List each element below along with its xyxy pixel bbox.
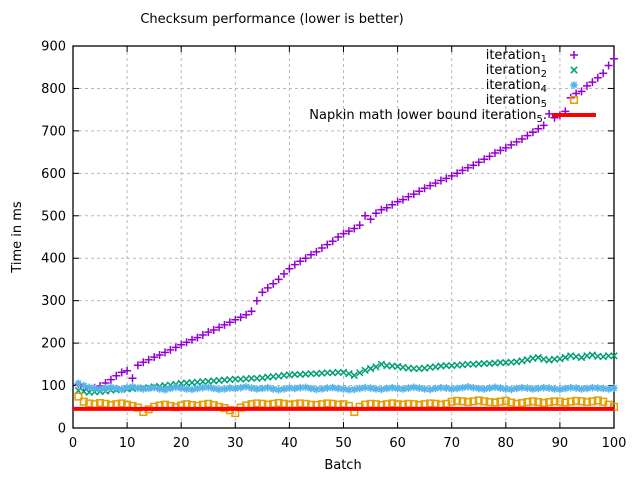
y-axis-label: Time in ms: [10, 201, 25, 274]
x-tick-label: 40: [281, 436, 298, 451]
y-tick-label: 700: [41, 124, 66, 139]
legend-marker-square-icon: [569, 95, 579, 105]
x-tick-label: 20: [173, 436, 190, 451]
x-tick-label: 50: [335, 436, 352, 451]
legend-entry-iteration2: iteration2: [486, 63, 578, 80]
legend-entry-lower-bound: Napkin math lower bound iteration5.: [309, 108, 596, 125]
y-tick-label: 300: [41, 294, 66, 309]
series-points-iteration4: [74, 379, 618, 394]
x-tick-label: 60: [389, 436, 406, 451]
tick-labels: 0 10 20 30 40 50 60 70 80 90 100 0 100 200 300 400 500 60…: [41, 40, 626, 452]
chart-title: Checksum performance (lower is better): [140, 12, 403, 27]
legend-marker-plus-icon: [570, 51, 578, 59]
x-tick-label: 100: [602, 436, 627, 451]
x-tick-label: 70: [443, 436, 460, 451]
y-tick-label: 200: [41, 337, 66, 352]
y-tick-label: 0: [58, 422, 66, 437]
series-points-iteration5: [74, 392, 619, 418]
grid-lines: [73, 46, 614, 428]
legend-label: Napkin math lower bound iteration5.: [309, 108, 547, 125]
legend-marker-asterisk-icon: [570, 81, 578, 89]
legend-label: iteration2: [486, 63, 547, 80]
x-tick-label: 30: [227, 436, 244, 451]
legend: iteration1iteration2iteration4iteration5…: [309, 48, 596, 125]
legend-label: iteration4: [486, 78, 547, 95]
legend-marker-cross-icon: [570, 66, 578, 74]
x-tick-label: 80: [498, 436, 515, 451]
x-tick-label: 90: [552, 436, 569, 451]
x-axis-label: Batch: [324, 458, 361, 473]
legend-entry-iteration5: iteration5: [486, 93, 579, 110]
legend-label: iteration5: [486, 93, 547, 110]
axis-ticks: [72, 45, 615, 429]
y-tick-label: 900: [41, 40, 66, 55]
y-tick-label: 100: [41, 379, 66, 394]
y-tick-label: 500: [41, 209, 66, 224]
x-tick-label: 0: [69, 436, 77, 451]
y-tick-label: 400: [41, 252, 66, 267]
x-tick-label: 10: [119, 436, 136, 451]
legend-entry-iteration1: iteration1: [486, 48, 578, 65]
y-tick-label: 600: [41, 167, 66, 182]
y-tick-label: 800: [41, 82, 66, 97]
data-series: [73, 54, 619, 418]
legend-label: iteration1: [486, 48, 547, 65]
legend-entry-iteration4: iteration4: [486, 78, 578, 95]
